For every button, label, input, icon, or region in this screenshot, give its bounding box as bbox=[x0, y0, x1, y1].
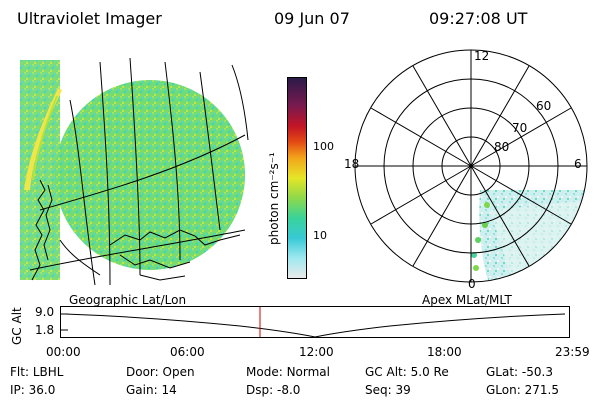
status-door: Door: Open bbox=[126, 365, 195, 379]
status-key: Seq: bbox=[365, 383, 392, 397]
timeline-xtick-1200: 12:00 bbox=[299, 345, 334, 359]
apex-panel-label: Apex MLat/MLT bbox=[422, 293, 512, 307]
status-key: GLat: bbox=[486, 365, 519, 379]
status-value: LBHL bbox=[32, 365, 64, 379]
geographic-grid bbox=[29, 57, 249, 286]
timeline-ytick-top: 9.0 bbox=[35, 305, 55, 319]
status-key: GLon: bbox=[486, 383, 521, 397]
status-value: 39 bbox=[395, 383, 411, 397]
status-key: IP: bbox=[10, 383, 25, 397]
status-mode: Mode: Normal bbox=[246, 365, 330, 379]
status-glon: GLon: 271.5 bbox=[486, 383, 559, 397]
geographic-image-panel bbox=[0, 40, 249, 290]
mlt-label-6: 6 bbox=[574, 157, 582, 171]
status-dsp: Dsp: -8.0 bbox=[246, 383, 300, 397]
status-value: 5.0 Re bbox=[410, 365, 449, 379]
status-value: Normal bbox=[286, 365, 330, 379]
timeline-xtick-0000: 00:00 bbox=[46, 345, 81, 359]
instrument-title: Ultraviolet Imager bbox=[17, 9, 162, 28]
mlt-label-18: 18 bbox=[344, 157, 359, 171]
colorbar-unit-label: photon cm⁻²s⁻¹ bbox=[267, 152, 281, 245]
status-key: Mode: bbox=[246, 365, 283, 379]
colorbar-tick-100: 100 bbox=[313, 140, 334, 153]
timeline-axis-label: GC Alt bbox=[10, 307, 24, 345]
coastline-outline bbox=[31, 179, 241, 281]
status-key: Dsp: bbox=[246, 383, 274, 397]
colorbar bbox=[287, 77, 307, 279]
timeline-ytick-bottom: 1.8 bbox=[35, 323, 55, 337]
svg-text:GC Alt: GC Alt bbox=[10, 307, 24, 345]
status-value: 271.5 bbox=[524, 383, 559, 397]
time-label: 09:27:08 UT bbox=[429, 9, 528, 28]
status-value: Open bbox=[162, 365, 195, 379]
apex-polar-plot: 12 18 6 0 60 70 80 bbox=[344, 49, 588, 290]
timeline-xtick-0600: 06:00 bbox=[170, 345, 205, 359]
status-gain: Gain: 14 bbox=[126, 383, 177, 397]
timeline-xtick-1800: 18:00 bbox=[427, 345, 462, 359]
timeline-xtick-2359: 23:59 bbox=[555, 345, 590, 359]
status-key: Flt: bbox=[10, 365, 29, 379]
status-key: GC Alt: bbox=[365, 365, 407, 379]
geographic-panel-label: Geographic Lat/Lon bbox=[69, 293, 187, 307]
status-ip: IP: 36.0 bbox=[10, 383, 55, 397]
mlat-label-60: 60 bbox=[536, 99, 551, 113]
mlat-label-70: 70 bbox=[512, 121, 527, 135]
date-label: 09 Jun 07 bbox=[274, 9, 350, 28]
status-value: 14 bbox=[161, 383, 177, 397]
status-value: -8.0 bbox=[276, 383, 301, 397]
polar-image-data bbox=[471, 190, 587, 282]
colorbar-tick-10: 10 bbox=[313, 229, 327, 242]
polar-grid bbox=[354, 49, 588, 283]
status-value: -50.3 bbox=[521, 365, 553, 379]
timeline-plot bbox=[60, 306, 570, 338]
aurora-limb-band bbox=[24, 88, 62, 190]
status-key: Door: bbox=[126, 365, 159, 379]
mlt-label-12: 12 bbox=[474, 49, 489, 63]
mlat-label-80: 80 bbox=[494, 140, 509, 154]
status-value: 36.0 bbox=[28, 383, 56, 397]
status-seq: Seq: 39 bbox=[365, 383, 411, 397]
status-gc-alt: GC Alt: 5.0 Re bbox=[365, 365, 449, 379]
mlt-label-0: 0 bbox=[468, 277, 476, 290]
gc-altitude-curve bbox=[64, 313, 566, 338]
status-key: Gain: bbox=[126, 383, 158, 397]
svg-text:photon cm⁻²s⁻¹: photon cm⁻²s⁻¹ bbox=[267, 152, 281, 245]
status-glat: GLat: -50.3 bbox=[486, 365, 553, 379]
status-flt: Flt: LBHL bbox=[10, 365, 63, 379]
